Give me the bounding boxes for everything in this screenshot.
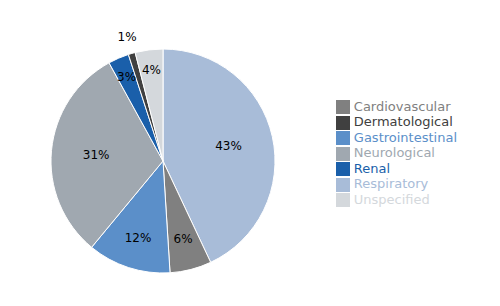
svg-text:43%: 43% [215, 139, 242, 153]
html-text:Respiratory: Respiratory [353, 176, 429, 192]
html-text:Dermatological: Dermatological [353, 114, 453, 130]
svg-text:12%: 12% [125, 231, 152, 245]
svg-text:1%: 1% [118, 30, 137, 44]
html-text:Renal: Renal [353, 160, 391, 176]
svg-text:31%: 31% [83, 148, 110, 162]
html-text:Cardiovascular: Cardiovascular [353, 98, 451, 114]
html-text:Neurological: Neurological [353, 145, 435, 161]
html-text:Unspecified: Unspecified [353, 191, 430, 207]
svg-text:6%: 6% [174, 232, 193, 246]
html-text:Gastrointestinal: Gastrointestinal [353, 129, 457, 145]
svg-text:4%: 4% [142, 63, 161, 77]
svg-text:3%: 3% [117, 70, 136, 84]
